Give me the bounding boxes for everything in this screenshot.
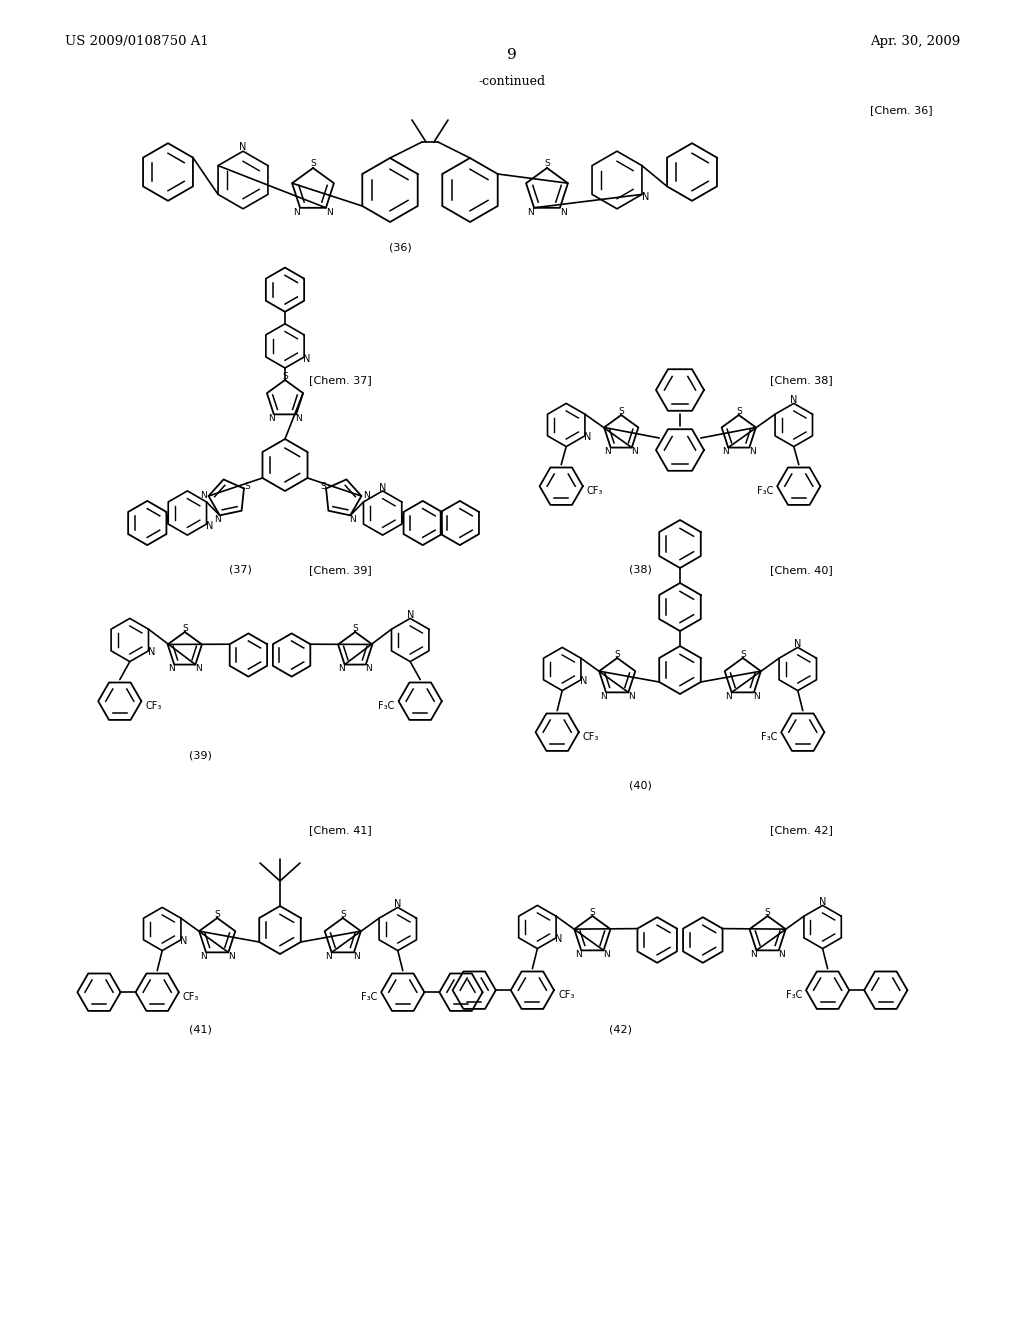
Text: US 2009/0108750 A1: US 2009/0108750 A1 xyxy=(65,36,209,48)
Text: N: N xyxy=(725,692,732,701)
Text: N: N xyxy=(168,664,175,673)
Text: N: N xyxy=(200,952,207,961)
Text: S: S xyxy=(740,649,745,659)
Text: S: S xyxy=(310,160,315,168)
Text: S: S xyxy=(544,160,550,168)
Text: N: N xyxy=(326,207,333,216)
Text: CF₃: CF₃ xyxy=(587,486,603,496)
Text: N: N xyxy=(631,446,638,455)
Text: 9: 9 xyxy=(507,48,517,62)
Text: N: N xyxy=(227,952,234,961)
Text: N: N xyxy=(407,610,414,620)
Text: CF₃: CF₃ xyxy=(558,990,574,1001)
Text: S: S xyxy=(340,909,346,919)
Text: N: N xyxy=(604,446,611,455)
Text: N: N xyxy=(195,664,202,673)
Text: S: S xyxy=(352,624,358,632)
Text: N: N xyxy=(794,639,802,649)
Text: CF₃: CF₃ xyxy=(145,701,162,711)
Text: N: N xyxy=(722,446,729,455)
Text: S: S xyxy=(618,407,624,416)
Text: -continued: -continued xyxy=(478,75,546,88)
Text: N: N xyxy=(575,949,582,958)
Text: (42): (42) xyxy=(608,1026,632,1035)
Text: N: N xyxy=(339,664,345,673)
Text: N: N xyxy=(603,949,609,958)
Text: N: N xyxy=(365,664,372,673)
Text: F₃C: F₃C xyxy=(761,733,777,742)
Text: (41): (41) xyxy=(188,1026,211,1035)
Text: S: S xyxy=(245,482,250,491)
Text: (39): (39) xyxy=(188,750,211,760)
Text: N: N xyxy=(379,483,386,492)
Text: N: N xyxy=(791,395,798,405)
Text: N: N xyxy=(754,692,760,701)
Text: N: N xyxy=(584,433,592,442)
Text: [Chem. 40]: [Chem. 40] xyxy=(770,565,833,576)
Text: F₃C: F₃C xyxy=(360,993,377,1002)
Text: N: N xyxy=(201,491,207,500)
Text: (38): (38) xyxy=(629,565,651,576)
Text: N: N xyxy=(555,935,562,944)
Text: CF₃: CF₃ xyxy=(183,993,200,1002)
Text: S: S xyxy=(319,482,326,491)
Text: S: S xyxy=(614,649,621,659)
Text: [Chem. 36]: [Chem. 36] xyxy=(870,106,933,115)
Text: N: N xyxy=(240,141,247,152)
Text: F₃C: F₃C xyxy=(785,990,802,1001)
Text: S: S xyxy=(214,909,220,919)
Text: F₃C: F₃C xyxy=(757,486,773,496)
Text: CF₃: CF₃ xyxy=(583,733,599,742)
Text: N: N xyxy=(147,647,155,657)
Text: (40): (40) xyxy=(629,780,651,789)
Text: N: N xyxy=(394,899,401,909)
Text: N: N xyxy=(180,936,187,946)
Text: S: S xyxy=(765,908,770,916)
Text: N: N xyxy=(778,949,785,958)
Text: N: N xyxy=(560,207,566,216)
Text: (36): (36) xyxy=(389,242,412,252)
Text: N: N xyxy=(353,952,360,961)
Text: Apr. 30, 2009: Apr. 30, 2009 xyxy=(869,36,961,48)
Text: N: N xyxy=(580,676,588,686)
Text: S: S xyxy=(283,372,288,380)
Text: N: N xyxy=(294,207,300,216)
Text: (37): (37) xyxy=(228,565,252,576)
Text: S: S xyxy=(182,624,187,632)
Text: [Chem. 37]: [Chem. 37] xyxy=(308,375,372,385)
Text: N: N xyxy=(326,952,332,961)
Text: N: N xyxy=(349,515,355,524)
Text: N: N xyxy=(303,354,310,363)
Text: N: N xyxy=(628,692,635,701)
Text: N: N xyxy=(267,413,274,422)
Text: N: N xyxy=(751,949,757,958)
Text: N: N xyxy=(600,692,606,701)
Text: N: N xyxy=(749,446,756,455)
Text: [Chem. 39]: [Chem. 39] xyxy=(308,565,372,576)
Text: N: N xyxy=(362,491,370,500)
Text: N: N xyxy=(206,520,213,531)
Text: N: N xyxy=(642,191,649,202)
Text: S: S xyxy=(736,407,741,416)
Text: [Chem. 38]: [Chem. 38] xyxy=(770,375,833,385)
Text: [Chem. 41]: [Chem. 41] xyxy=(308,825,372,836)
Text: N: N xyxy=(527,207,535,216)
Text: N: N xyxy=(214,515,221,524)
Text: S: S xyxy=(590,908,595,916)
Text: N: N xyxy=(819,898,826,907)
Text: F₃C: F₃C xyxy=(378,701,394,711)
Text: N: N xyxy=(296,413,302,422)
Text: [Chem. 42]: [Chem. 42] xyxy=(770,825,833,836)
